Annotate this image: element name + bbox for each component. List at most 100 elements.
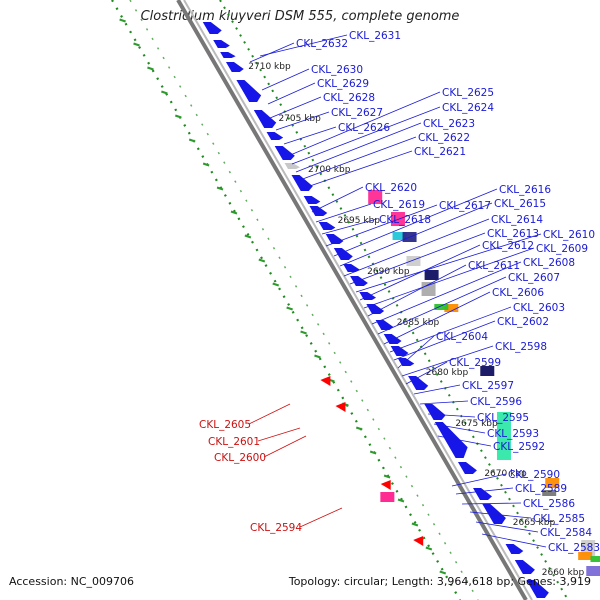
genome-backbone	[176, 0, 528, 600]
gene-label-leader	[315, 203, 372, 223]
gene-label-leader	[259, 34, 348, 57]
forward-gene-label: CKL_2597	[462, 380, 514, 392]
gene-label-leader	[455, 487, 514, 495]
ruler-tick-mark	[230, 210, 238, 215]
ruler-tick-mark	[314, 354, 321, 359]
forward-gene-arrow	[383, 334, 402, 344]
forward-gene-arrow	[505, 544, 524, 554]
forward-gene-label: CKL_2627	[331, 107, 383, 119]
forward-gene-label: CKL_2629	[317, 78, 369, 90]
ruler-tick-mark	[147, 66, 154, 71]
ruler-tick-mark	[161, 90, 168, 95]
reverse-gene-label: CKL_2600	[214, 452, 266, 464]
forward-gene-label: CKL_2620	[365, 182, 417, 194]
forward-gene-label: CKL_2613	[487, 228, 539, 240]
forward-gene-arrow	[318, 222, 336, 230]
ruler-label: 2665 kbp	[513, 518, 556, 528]
forward-gene-label: CKL_2624	[442, 102, 494, 114]
ruler-tick-mark	[202, 162, 210, 167]
gene-label-leader	[291, 106, 441, 165]
forward-gene-label: CKL_2595	[477, 412, 529, 424]
gene-label-leader	[371, 261, 522, 325]
forward-gene-arrow	[526, 580, 549, 598]
gene-label-leader	[401, 345, 494, 377]
ruler-label: 2705 kbp	[278, 114, 321, 124]
feature-block-navy	[480, 366, 495, 376]
forward-gene-arrow	[266, 132, 284, 140]
gene-label-leader	[413, 384, 461, 395]
gene-label-leader	[299, 507, 343, 528]
gene-label-leader	[451, 473, 507, 487]
forward-gene-arrow	[514, 560, 535, 574]
gene-label-leader	[303, 150, 413, 189]
gene-label-leader	[295, 122, 422, 173]
ruler-tick-mark	[439, 570, 447, 575]
forward-gene-arrow	[333, 248, 353, 260]
forward-gene-label: CKL_2621	[414, 146, 466, 158]
feature-block-navy	[424, 270, 439, 280]
reverse-dotted-track	[129, 0, 479, 600]
feature-block-orange	[545, 478, 560, 488]
reverse-gene-arrow	[413, 536, 424, 546]
forward-gene-label: CKL_2619	[373, 199, 425, 211]
forward-gene-label: CKL_2610	[543, 229, 595, 241]
feature-block-orange	[444, 304, 459, 312]
ruler-tick-mark	[369, 450, 377, 455]
gene-label-leader	[311, 186, 364, 213]
gene-label-leader	[437, 435, 492, 447]
outer-dotted-track	[111, 0, 461, 600]
feature-block-pink	[380, 492, 395, 502]
forward-gene-arrow	[274, 146, 295, 160]
gene-label-leader	[405, 361, 448, 385]
gene-label-leader	[433, 423, 486, 434]
gene-label-leader	[355, 233, 542, 293]
gene-label-leader	[481, 533, 547, 548]
ruler-label: 2675 kbp	[455, 419, 498, 429]
gene-label-leader	[333, 188, 498, 257]
forward-gene-label: CKL_2606	[492, 287, 544, 299]
forward-gene-label: CKL_2592	[493, 441, 545, 453]
gene-label-leader	[367, 264, 467, 317]
ruler-label: 2710 kbp	[248, 62, 291, 72]
gene-label-leader	[377, 276, 507, 335]
gene-label-leader	[261, 68, 310, 91]
ruler-label: 2690 kbp	[367, 267, 410, 277]
forward-gene-label: CKL_2583	[548, 542, 600, 554]
feature-block-cyan	[392, 232, 407, 240]
forward-gene-arrow	[424, 404, 446, 420]
forward-gene-label: CKL_2623	[423, 118, 475, 130]
ruler-tick-mark	[216, 186, 224, 191]
feature-block-teal	[496, 412, 511, 460]
gene-label-leader	[461, 502, 522, 505]
reverse-gene-arrow	[320, 376, 331, 386]
gene-label-leader	[397, 335, 435, 369]
ruler-tick-mark	[286, 306, 293, 311]
gene-label-leader	[287, 91, 441, 157]
forward-gene-arrow	[284, 163, 301, 169]
genome-summary-text: Topology: circular; Length: 3,964,618 bp…	[288, 575, 591, 588]
forward-gene-arrow	[220, 52, 236, 58]
forward-gene-label: CKL_2590	[508, 469, 560, 481]
accession-text: Accession: NC_009706	[9, 575, 135, 588]
forward-gene-label: CKL_2631	[349, 30, 401, 42]
ruler-tick-mark	[397, 498, 405, 503]
forward-gene-label: CKL_2604	[436, 331, 488, 343]
ruler-tick-mark	[272, 282, 280, 287]
forward-gene-arrow	[213, 40, 230, 48]
ruler-label: 2680 kbp	[426, 368, 469, 378]
forward-gene-label: CKL_2596	[470, 396, 522, 408]
ruler-tick-mark	[383, 474, 391, 479]
gene-label-leader	[321, 218, 378, 235]
gene-label-leader	[343, 218, 490, 277]
ruler-tick-mark	[425, 546, 433, 551]
ruler-tick-mark	[174, 114, 182, 119]
gene-label-leader	[363, 247, 535, 309]
reverse-gene-label: CKL_2605	[199, 419, 251, 431]
forward-gene-label: CKL_2609	[536, 243, 588, 255]
forward-gene-arrow	[457, 462, 477, 474]
gene-label-leader	[393, 320, 496, 361]
gene-label-leader	[283, 126, 337, 145]
gene-label-leader	[419, 400, 469, 405]
forward-gene-arrow	[253, 110, 277, 128]
reverse-gene-label: CKL_2601	[208, 436, 260, 448]
